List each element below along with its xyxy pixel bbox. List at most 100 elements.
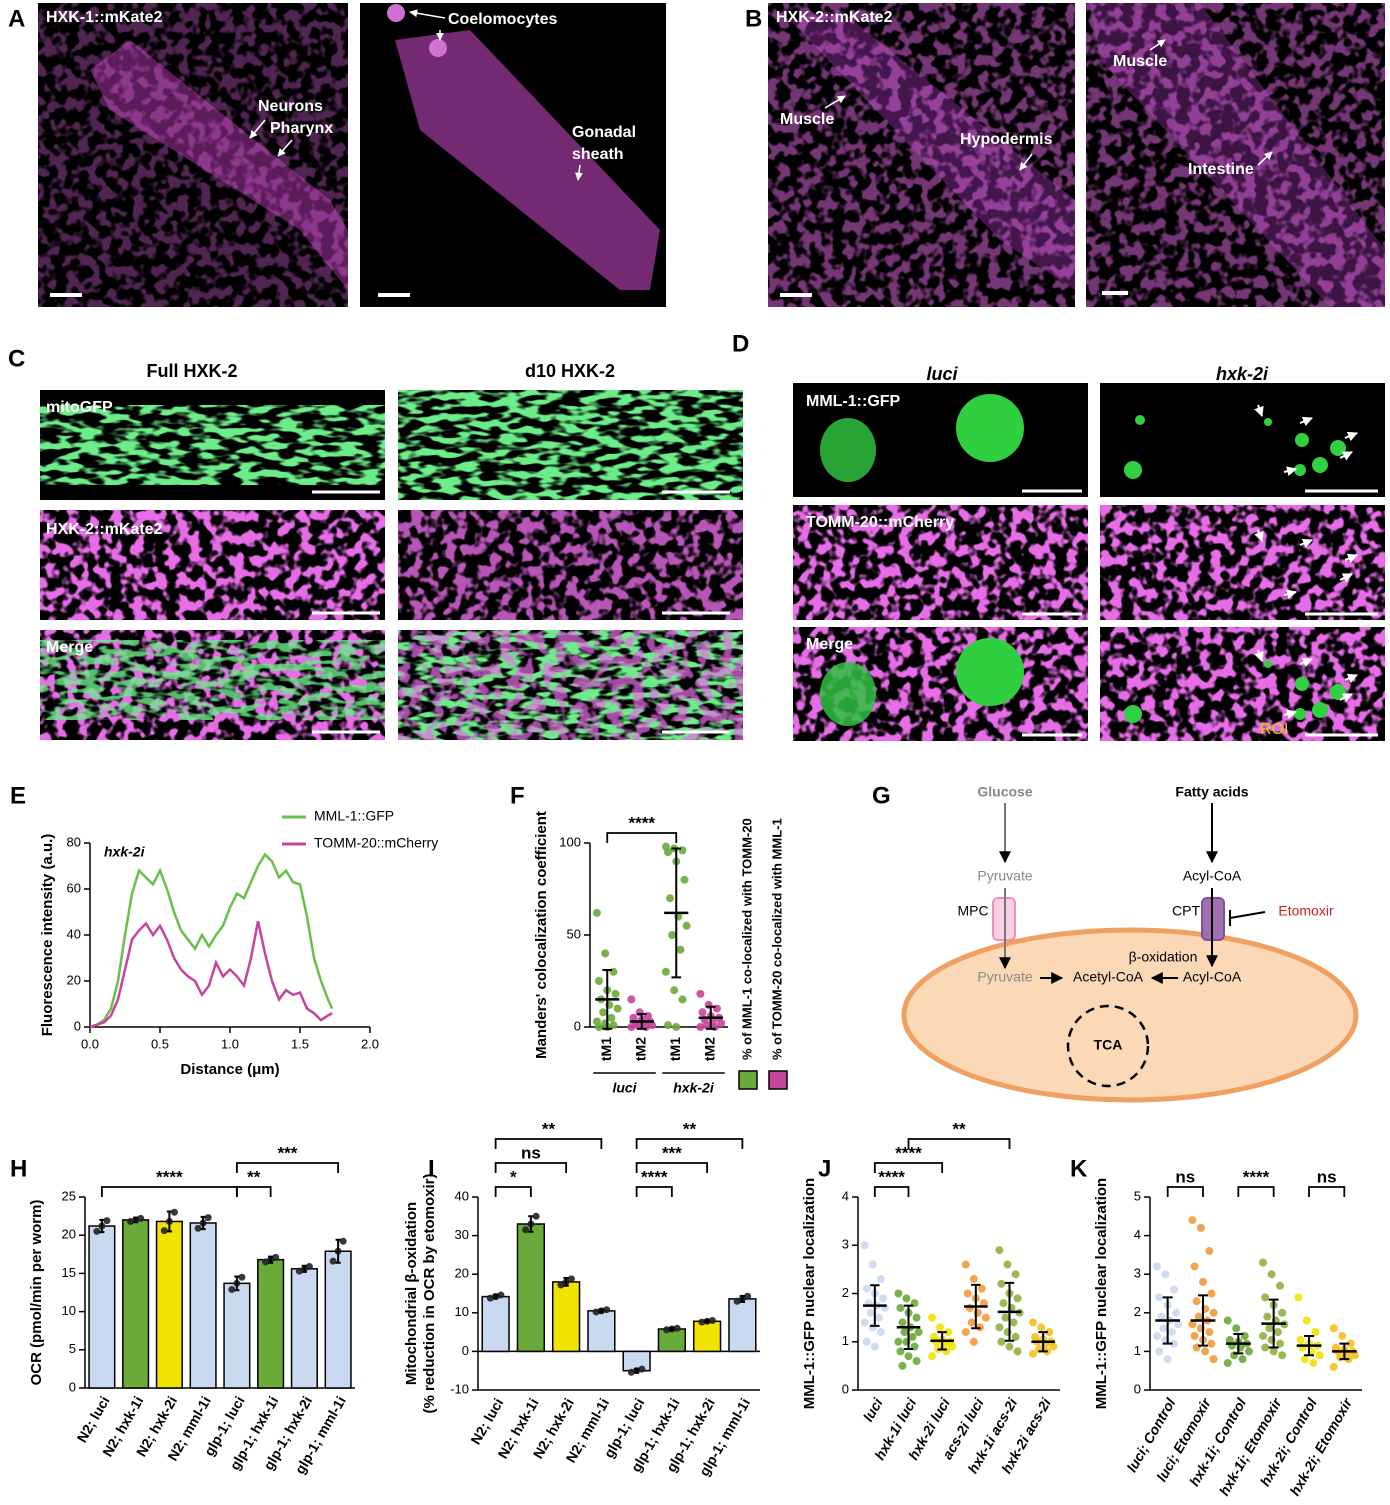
data-point bbox=[663, 848, 672, 857]
micrographs-c: Full HXK-2 d10 HXK-2 mitoGFP HXK-2::mKat… bbox=[40, 361, 743, 740]
annotation: Intestine bbox=[1188, 161, 1254, 178]
annotation: Neurons bbox=[258, 98, 323, 115]
data-point bbox=[698, 1008, 707, 1017]
data-point bbox=[948, 1342, 957, 1351]
data-point bbox=[1205, 1247, 1214, 1256]
data-point bbox=[1278, 1351, 1287, 1360]
error-bar bbox=[704, 1319, 710, 1324]
data-point bbox=[969, 1337, 978, 1346]
data-point bbox=[1155, 1293, 1164, 1302]
data-point bbox=[944, 1328, 953, 1337]
data-point bbox=[1205, 1328, 1214, 1337]
data-point bbox=[868, 1260, 877, 1269]
data-point bbox=[1259, 1258, 1268, 1267]
data-point bbox=[666, 894, 675, 903]
data-point bbox=[1278, 1308, 1287, 1317]
texture bbox=[1086, 3, 1385, 307]
data-point bbox=[1311, 1328, 1320, 1337]
panel-letter: I bbox=[428, 1155, 435, 1182]
significance-bracket bbox=[494, 1138, 603, 1149]
data-point bbox=[603, 1306, 611, 1314]
y-tick-label: 10 bbox=[455, 1304, 469, 1319]
annotation: Muscle bbox=[780, 111, 834, 128]
significance-bracket bbox=[635, 1186, 673, 1197]
data-point bbox=[1207, 1339, 1216, 1348]
x-tick-label: tM2 bbox=[701, 1037, 717, 1061]
data-point bbox=[876, 1275, 885, 1284]
data-point bbox=[1013, 1294, 1022, 1303]
data-point bbox=[898, 1318, 907, 1327]
data-point bbox=[961, 1328, 970, 1337]
significance-label: ** bbox=[952, 1119, 966, 1138]
data-point bbox=[1049, 1342, 1058, 1351]
data-point bbox=[977, 1284, 986, 1293]
data-point bbox=[170, 1208, 178, 1216]
data-point bbox=[894, 1337, 903, 1346]
node-label: Pyruvate bbox=[977, 969, 1032, 985]
data-point bbox=[1309, 1358, 1318, 1367]
column-title: hxk-2i bbox=[1216, 364, 1269, 384]
legend-swatch bbox=[768, 1070, 788, 1090]
nucleus bbox=[820, 418, 876, 482]
coelomocyte bbox=[387, 4, 405, 22]
y-tick-label: 0 bbox=[842, 1381, 849, 1396]
data-point bbox=[914, 1328, 923, 1337]
node-label: Glucose bbox=[977, 784, 1032, 800]
data-point bbox=[1190, 1331, 1199, 1340]
significance-bracket bbox=[635, 1162, 709, 1173]
data-point bbox=[613, 1004, 622, 1013]
cell bbox=[901, 927, 1359, 1103]
chart: 0 20 40 60 80 Fluorescence intensity (a.u.) 0.… bbox=[39, 808, 438, 1078]
data-point bbox=[898, 1361, 907, 1370]
data-point bbox=[1294, 1293, 1303, 1302]
data-point bbox=[1273, 1328, 1282, 1337]
node-label: TCA bbox=[1094, 1037, 1123, 1053]
data-point bbox=[680, 875, 689, 884]
scale-bars bbox=[50, 291, 1128, 297]
error-bar bbox=[563, 1277, 569, 1287]
y-tick-label: 0 bbox=[74, 1018, 81, 1033]
data-point bbox=[648, 1021, 657, 1030]
data-point bbox=[708, 1317, 716, 1325]
significance-label: **** bbox=[629, 813, 656, 832]
data-point bbox=[594, 977, 603, 985]
data-point bbox=[592, 1308, 600, 1316]
y-axis-title: MML-1::GFP nuclear localization bbox=[1093, 1178, 1110, 1409]
panel-letter: B bbox=[745, 5, 762, 32]
significance-bracket bbox=[494, 1186, 532, 1197]
diagram: Glucose Pyruvate MPC Pyruvate Acetyl-CoA… bbox=[901, 784, 1359, 1103]
data-point bbox=[696, 989, 705, 998]
nucleus bbox=[820, 662, 876, 726]
data-point bbox=[1029, 1318, 1038, 1327]
data-point bbox=[567, 1275, 575, 1283]
annotation: Coelomocytes bbox=[448, 11, 557, 28]
y-tick-label: 5 bbox=[1134, 1188, 1141, 1203]
nucleus bbox=[956, 638, 1024, 706]
data-point bbox=[1232, 1324, 1241, 1333]
data-point bbox=[1170, 1285, 1179, 1294]
data-point bbox=[717, 1019, 726, 1028]
data-point bbox=[1223, 1358, 1232, 1367]
y-axis-title: MML-1::GFP nuclear localization bbox=[801, 1178, 818, 1409]
significance-bracket bbox=[635, 1138, 744, 1149]
data-point bbox=[878, 1294, 887, 1303]
data-point bbox=[733, 1297, 741, 1305]
row-label: TOMM-20::mCherry bbox=[806, 514, 954, 531]
data-point bbox=[678, 995, 687, 1004]
y-tick-label: 0 bbox=[69, 1379, 76, 1394]
x-tick-label: tM1 bbox=[598, 1037, 614, 1061]
data-point bbox=[1172, 1308, 1181, 1317]
y-axis-title: (% reduction in OCR by etomoxir) bbox=[421, 1173, 438, 1413]
data-point bbox=[329, 1257, 337, 1265]
bar bbox=[692, 1320, 722, 1353]
data-point bbox=[1265, 1324, 1274, 1333]
data-point bbox=[611, 989, 620, 998]
data-point bbox=[1223, 1316, 1232, 1325]
bar bbox=[481, 1295, 510, 1353]
legend-label: % of TOMM-20 co-localized with MML-1 bbox=[769, 818, 784, 1060]
data-point bbox=[965, 1303, 974, 1312]
x-tick-label: 0.0 bbox=[81, 1036, 99, 1051]
data-point bbox=[486, 1294, 494, 1302]
line bbox=[89, 920, 333, 1029]
